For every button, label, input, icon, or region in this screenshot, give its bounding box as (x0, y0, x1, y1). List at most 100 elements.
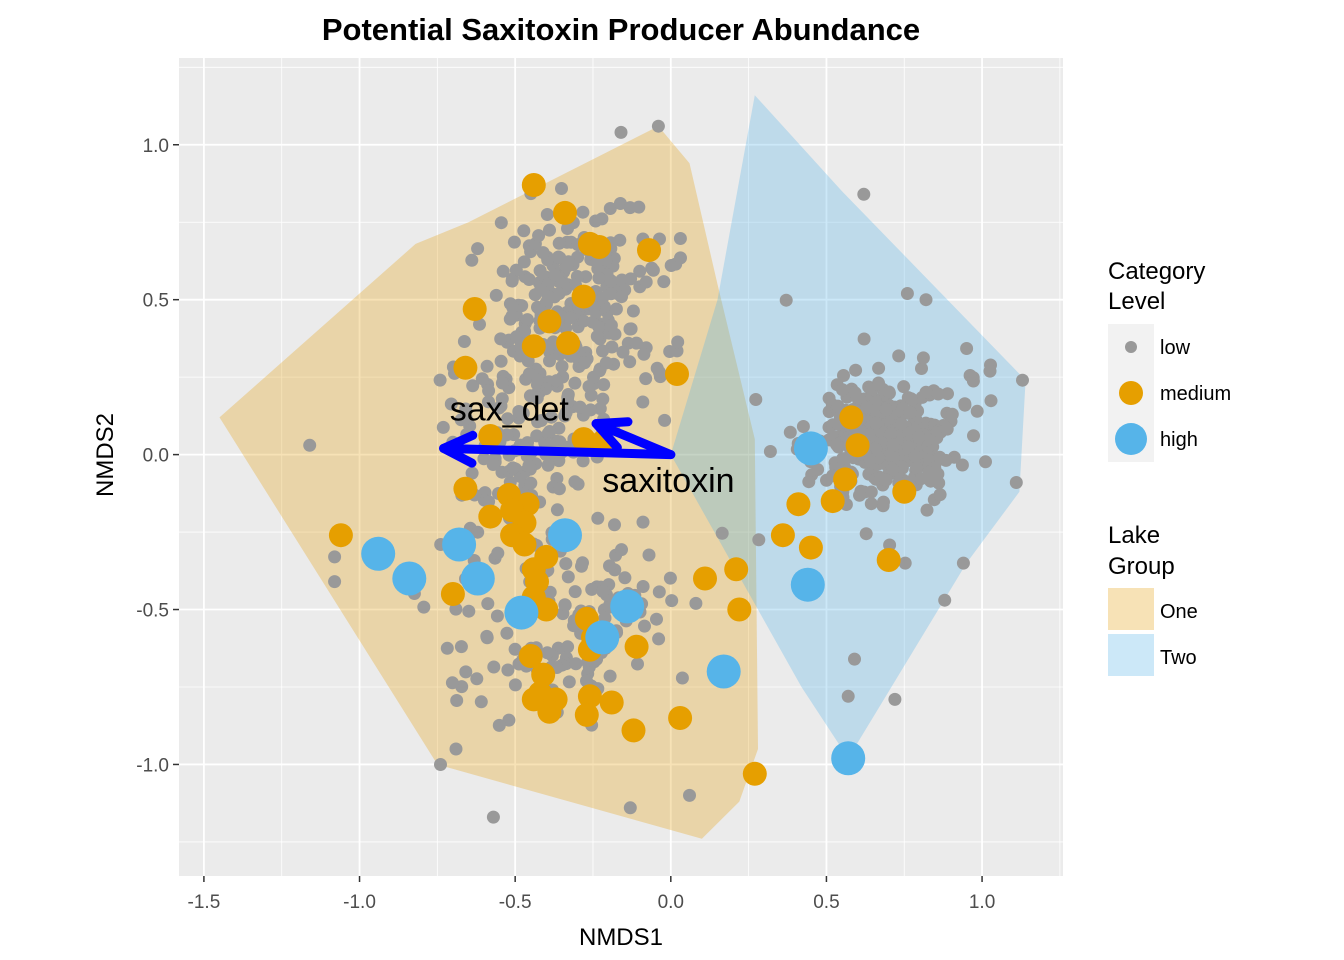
y-tick-label: 1.0 (143, 136, 169, 157)
point-low (960, 342, 974, 355)
point-medium (556, 331, 581, 356)
point-low (749, 393, 763, 406)
point-low (783, 425, 797, 439)
point-low (473, 317, 486, 331)
vector-arrow-0 (439, 443, 676, 460)
x-axis: -1.5 -1.0 -0.5 0.0 0.5 1.0 (188, 876, 995, 913)
point-medium (478, 424, 503, 448)
point-low (916, 351, 930, 365)
point-low (623, 201, 637, 215)
point-low (480, 359, 494, 373)
point-low (471, 242, 485, 256)
point-low (555, 182, 568, 195)
point-low (877, 495, 890, 509)
point-medium (624, 634, 649, 659)
point-low (578, 356, 592, 370)
point-low (663, 345, 677, 358)
point-low (848, 386, 862, 400)
legend-category-title-line1: Category (1108, 258, 1205, 285)
point-low (802, 475, 816, 489)
point-medium (637, 238, 661, 263)
point-medium (693, 566, 717, 591)
x-tick-label: 1.0 (969, 892, 995, 913)
point-low (931, 387, 945, 401)
point-low (477, 452, 491, 466)
point-low (487, 660, 501, 674)
point-low (599, 356, 613, 370)
point-low (663, 571, 677, 585)
point-low (863, 453, 877, 467)
point-low (650, 612, 663, 626)
point-low (958, 398, 972, 412)
vector-arrow-1 (591, 419, 676, 460)
point-low (474, 695, 488, 709)
point-low (884, 427, 898, 441)
point-low (618, 571, 632, 585)
point-low (502, 713, 516, 727)
point-low (531, 373, 545, 387)
point-low (597, 378, 611, 392)
point-low (639, 372, 653, 386)
point-medium (599, 690, 624, 715)
point-low (508, 642, 522, 656)
point-low (626, 304, 640, 318)
point-low (558, 598, 572, 612)
point-low (536, 246, 550, 260)
point-low (562, 675, 576, 689)
point-low (524, 476, 538, 490)
legend-label-two: Two (1160, 647, 1197, 669)
point-low (585, 582, 599, 596)
point-low (636, 515, 650, 529)
point-low (466, 379, 480, 393)
legend-label-medium: medium (1160, 383, 1231, 405)
point-low (471, 525, 485, 539)
point-low (864, 485, 878, 499)
point-low (898, 556, 912, 570)
point-low (933, 450, 947, 464)
point-low (892, 349, 906, 363)
point-low (904, 392, 918, 406)
point-low (857, 187, 871, 201)
point-high (392, 561, 427, 596)
point-low (596, 291, 610, 305)
legend-label-low: low (1160, 337, 1191, 359)
point-low (879, 473, 893, 487)
point-low (459, 412, 473, 426)
point-low (492, 401, 506, 415)
point-low (596, 344, 609, 358)
point-low (836, 452, 850, 466)
point-high (442, 527, 477, 562)
point-low (603, 202, 617, 215)
y-axis-title: NMDS2 (92, 413, 119, 497)
point-low (614, 125, 628, 139)
point-low (664, 259, 678, 272)
point-medium (571, 284, 596, 309)
point-low (568, 376, 582, 390)
point-medium (512, 532, 537, 557)
legend-category-title-line2: Level (1108, 288, 1165, 315)
point-low (457, 335, 471, 348)
point-low (938, 593, 952, 607)
point-low (623, 355, 637, 369)
point-high (504, 595, 539, 630)
point-low (563, 311, 577, 325)
point-medium (574, 702, 599, 727)
point-low (489, 288, 503, 302)
point-low (897, 380, 911, 394)
point-low (500, 626, 514, 640)
point-low (658, 413, 672, 427)
point-low (689, 596, 703, 610)
point-low (558, 409, 572, 423)
point-low (638, 619, 651, 633)
point-low (445, 676, 459, 690)
point-low (482, 395, 495, 409)
point-low (417, 600, 431, 614)
point-low (984, 394, 998, 408)
point-low (837, 369, 850, 382)
point-low (849, 363, 863, 377)
point-low (830, 438, 844, 452)
point-low (630, 336, 643, 350)
point-low (915, 362, 928, 375)
point-low (657, 275, 671, 289)
point-low (637, 347, 651, 361)
